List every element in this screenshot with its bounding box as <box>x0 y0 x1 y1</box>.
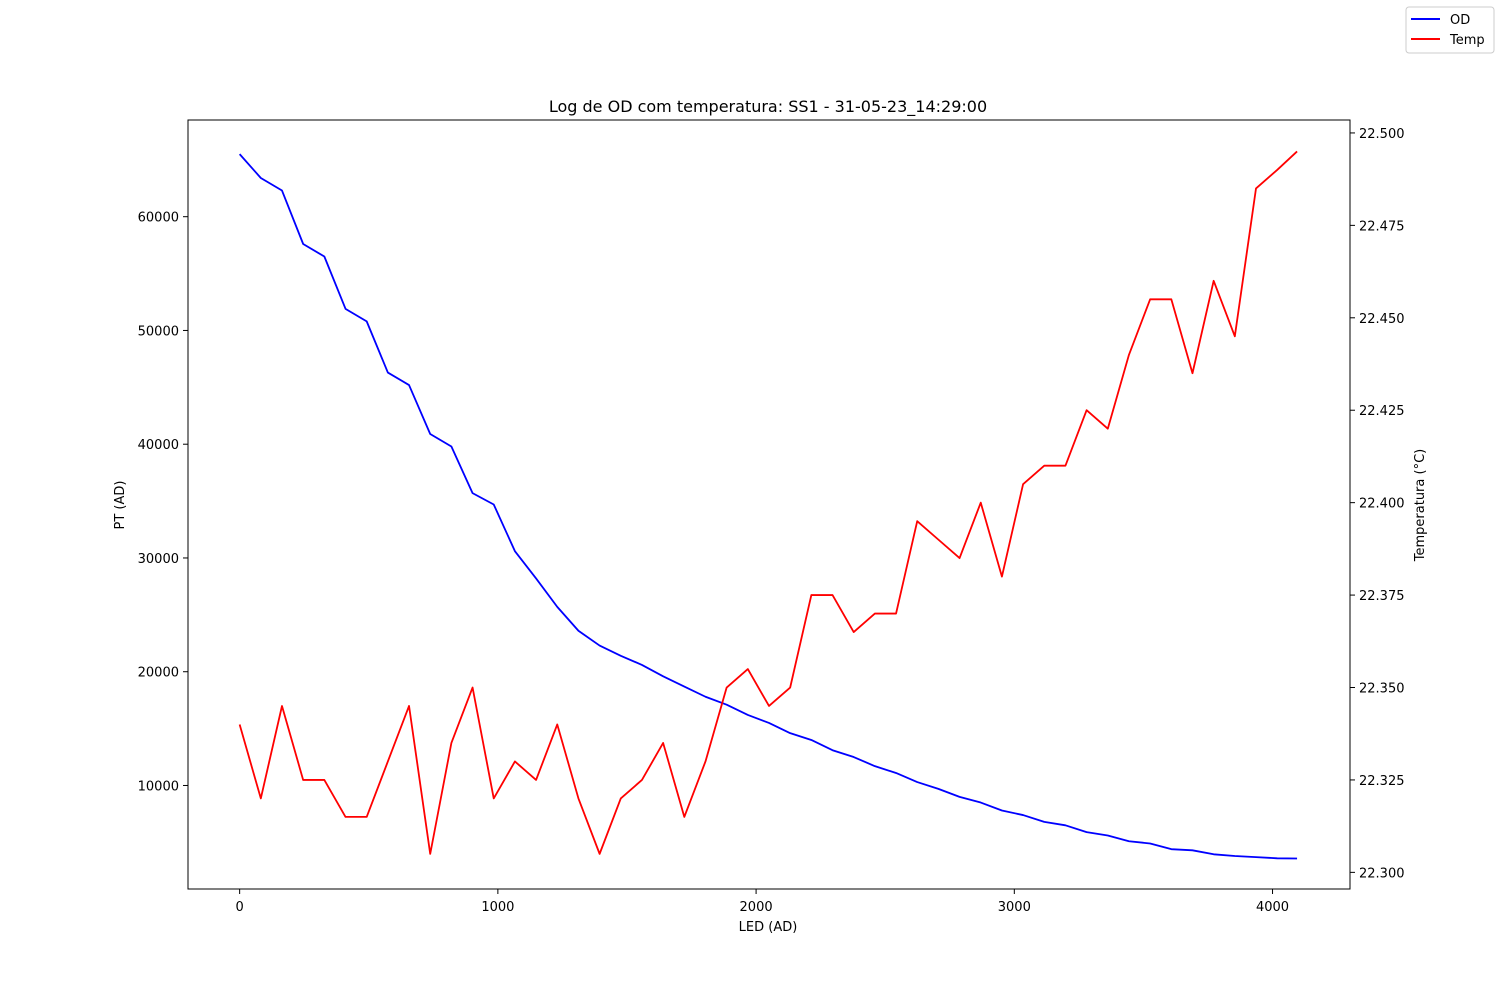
x-tick-label: 4000 <box>1256 900 1289 915</box>
right-y-tick-label: 22.350 <box>1359 682 1405 697</box>
series-line-temp <box>238 150 1298 855</box>
left-y-axis-title: PT (AD) <box>113 481 128 530</box>
legend-od-label: OD <box>1450 13 1470 28</box>
chart-title: Log de OD com temperatura: SS1 - 31-05-2… <box>549 97 987 117</box>
right-y-tick-label: 22.375 <box>1359 589 1405 604</box>
x-tick-label: 3000 <box>998 900 1031 915</box>
series-line-od <box>238 153 1298 860</box>
left-y-tick-label: 20000 <box>138 666 179 681</box>
x-axis-ticks: 0 1000 2000 3000 4000 <box>236 889 1289 915</box>
legend: OD Temp <box>1405 6 1495 54</box>
left-y-axis-ticks: 10000 20000 30000 40000 50000 60000 <box>138 211 188 794</box>
x-axis-title: LED (AD) <box>739 920 798 935</box>
left-y-tick-label: 30000 <box>138 552 179 567</box>
left-y-tick-label: 60000 <box>138 211 179 226</box>
x-tick-label: 2000 <box>740 900 773 915</box>
right-y-tick-label: 22.450 <box>1359 312 1405 327</box>
right-y-axis-ticks: 22.300 22.325 22.350 22.375 22.400 22.425 22.4… <box>1350 127 1405 881</box>
right-y-tick-label: 22.425 <box>1359 404 1405 419</box>
right-y-axis-title: Temperatura (°C) <box>1413 449 1428 562</box>
right-y-tick-label: 22.475 <box>1359 219 1405 234</box>
right-y-tick-label: 22.300 <box>1359 866 1405 881</box>
left-y-tick-label: 50000 <box>138 324 179 339</box>
x-tick-label: 0 <box>236 900 244 915</box>
left-y-tick-label: 40000 <box>138 438 179 453</box>
plot-frame <box>187 119 1351 890</box>
series-lines <box>238 150 1298 860</box>
right-y-tick-label: 22.325 <box>1359 774 1405 789</box>
right-y-tick-label: 22.400 <box>1359 497 1405 512</box>
plot-area <box>187 119 1351 890</box>
left-y-tick-label: 10000 <box>138 779 179 794</box>
legend-temp-label: Temp <box>1449 33 1485 48</box>
x-tick-label: 1000 <box>481 900 514 915</box>
right-y-tick-label: 22.500 <box>1359 127 1405 142</box>
